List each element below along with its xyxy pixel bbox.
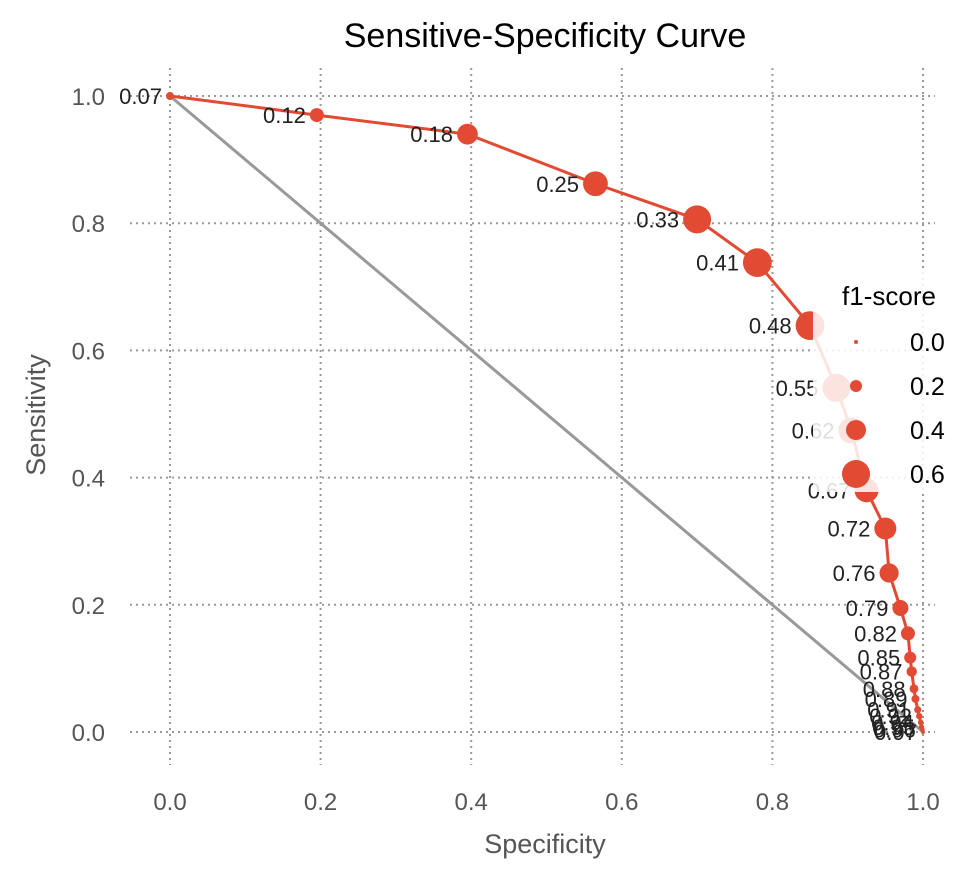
x-tick-labels: 0.0 0.2 0.4 0.6 0.8 1.0 [153, 789, 939, 816]
point-label: 0.91 [867, 698, 910, 723]
legend-marker [842, 460, 870, 488]
point-label: 0.55 [776, 376, 819, 401]
point-label: 0.25 [536, 172, 579, 197]
curve-point [457, 123, 478, 145]
y-axis-label: Sensitivity [21, 354, 51, 476]
point-label: 0.76 [833, 561, 876, 586]
point-label: 0.41 [696, 251, 739, 276]
y-tick-label: 0.6 [72, 338, 105, 365]
point-labels: 0.070.120.180.250.330.410.480.550.620.67… [119, 84, 917, 745]
curve-point [874, 517, 897, 540]
x-tick-label: 0.8 [756, 789, 789, 816]
curve-point [914, 706, 922, 714]
x-tick-label: 1.0 [906, 789, 939, 816]
x-axis-label: Specificity [484, 829, 606, 859]
point-label: 0.82 [854, 621, 897, 646]
curve-point [309, 108, 324, 123]
legend-marker [850, 380, 862, 392]
x-tick-label: 0.0 [153, 789, 186, 816]
legend-entry-label: 0.2 [910, 373, 945, 401]
curve-point [683, 205, 712, 234]
curve-point [583, 171, 608, 197]
curve-point [906, 666, 917, 677]
legend-title: f1-score [842, 281, 936, 311]
reference-diagonal-line [169, 94, 924, 734]
y-tick-label: 0.4 [72, 466, 105, 493]
point-label: 0.96 [873, 717, 916, 742]
y-tick-labels: 0.0 0.2 0.4 0.6 0.8 1.0 [72, 84, 105, 747]
curve-point [916, 712, 923, 720]
legend-marker [854, 340, 858, 344]
curve-point [900, 626, 915, 641]
point-label: 0.07 [119, 84, 162, 109]
x-tick-label: 0.6 [605, 789, 638, 816]
legend-marker [846, 420, 866, 440]
curve-point [166, 92, 174, 100]
curve-point [909, 684, 919, 694]
curve-point [742, 248, 772, 278]
curve-point [911, 694, 920, 703]
curve-point [879, 563, 899, 583]
point-label: 0.94 [871, 710, 914, 735]
y-tick-label: 1.0 [72, 84, 105, 111]
legend: f1-score 0.0 0.2 0.4 0.6 [813, 270, 977, 492]
point-label: 0.48 [749, 314, 792, 339]
legend-entry-label: 0.4 [910, 417, 945, 445]
point-label: 0.92 [869, 704, 912, 729]
point-label: 0.88 [863, 677, 906, 702]
point-label: 0.33 [636, 207, 679, 232]
y-tick-label: 0.8 [72, 211, 105, 238]
y-tick-label: 0.0 [72, 720, 105, 747]
chart-title: Sensitive-Specificity Curve [344, 17, 746, 55]
point-label: 0.85 [857, 646, 900, 671]
point-label: 0.89 [865, 687, 908, 712]
curve-point [921, 730, 925, 734]
legend-items: 0.0 0.2 0.4 0.6 [842, 329, 945, 489]
point-label: 0.72 [828, 516, 871, 541]
curve-point [904, 651, 917, 664]
legend-entry-label: 0.6 [910, 461, 945, 489]
x-tick-label: 0.2 [304, 789, 337, 816]
point-label: 0.87 [860, 660, 903, 685]
point-label: 0.18 [410, 122, 453, 147]
point-label: 0.97 [874, 720, 917, 745]
point-label: 0.12 [263, 103, 306, 128]
curve-point [892, 599, 909, 616]
y-tick-label: 0.2 [72, 593, 105, 620]
legend-entry-label: 0.0 [910, 329, 945, 357]
point-label: 0.95 [872, 715, 915, 740]
curve-point [917, 719, 924, 726]
point-label: 0.79 [846, 596, 889, 621]
x-tick-label: 0.4 [455, 789, 488, 816]
